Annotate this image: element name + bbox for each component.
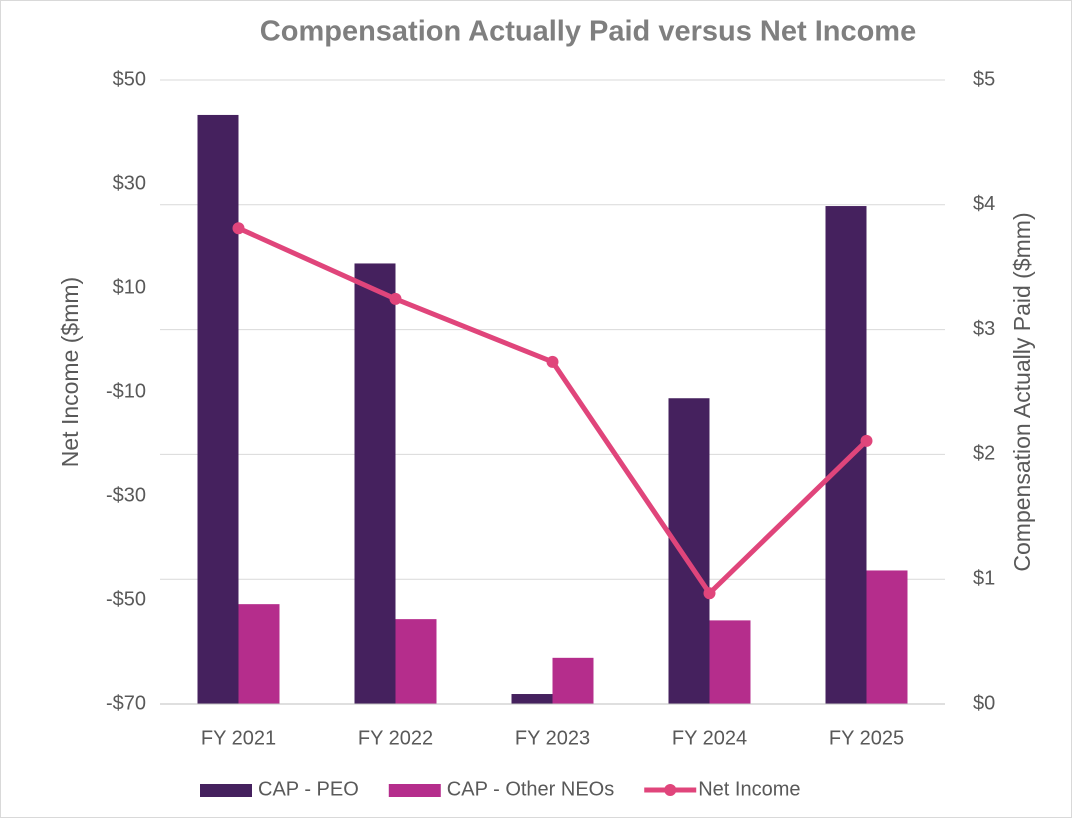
- legend-swatch: [200, 784, 252, 797]
- y2-tick-label: $2: [973, 443, 995, 465]
- bar: [825, 206, 867, 704]
- y-tick-label: $50: [113, 68, 146, 90]
- line-marker: [232, 222, 245, 235]
- x-tick-label: FY 2021: [201, 727, 276, 749]
- chart-title: Compensation Actually Paid versus Net In…: [260, 16, 916, 48]
- y-tick-label: -$30: [106, 484, 146, 506]
- y2-tick-label: $3: [973, 318, 995, 340]
- y-tick-label: -$70: [106, 692, 146, 714]
- y-axis-title: Net Income ($mm): [57, 277, 83, 467]
- y2-tick-label: $4: [973, 193, 995, 215]
- y-tick-label: -$50: [106, 588, 146, 610]
- bar: [197, 114, 239, 705]
- bar: [866, 570, 908, 704]
- bar: [552, 657, 594, 704]
- y2-tick-label: $5: [973, 68, 995, 90]
- legend-label: Net Income: [698, 778, 800, 800]
- bar: [395, 619, 437, 704]
- y2-axis-title: Compensation Actually Paid ($mm): [1009, 212, 1035, 571]
- legend-swatch: [388, 784, 441, 797]
- x-tick-label: FY 2023: [515, 727, 590, 749]
- bar: [238, 604, 280, 704]
- y-tick-label: $30: [113, 172, 146, 194]
- line-marker: [546, 355, 559, 368]
- x-tick-label: FY 2022: [358, 727, 433, 749]
- line-marker: [389, 292, 402, 305]
- bar: [354, 263, 396, 704]
- y-tick-label: $10: [113, 276, 146, 298]
- x-tick-label: FY 2025: [829, 727, 904, 749]
- bar: [511, 694, 553, 704]
- bar: [668, 398, 710, 704]
- y2-tick-label: $0: [973, 692, 995, 714]
- legend-label: CAP - Other NEOs: [447, 778, 614, 800]
- bar: [709, 620, 751, 704]
- y2-tick-label: $1: [973, 567, 995, 589]
- legend-label: CAP - PEO: [258, 778, 359, 800]
- line-marker: [703, 587, 716, 600]
- y-tick-label: -$10: [106, 380, 146, 402]
- legend-swatch: [664, 784, 677, 796]
- x-tick-label: FY 2024: [672, 727, 747, 749]
- line-marker: [860, 434, 873, 447]
